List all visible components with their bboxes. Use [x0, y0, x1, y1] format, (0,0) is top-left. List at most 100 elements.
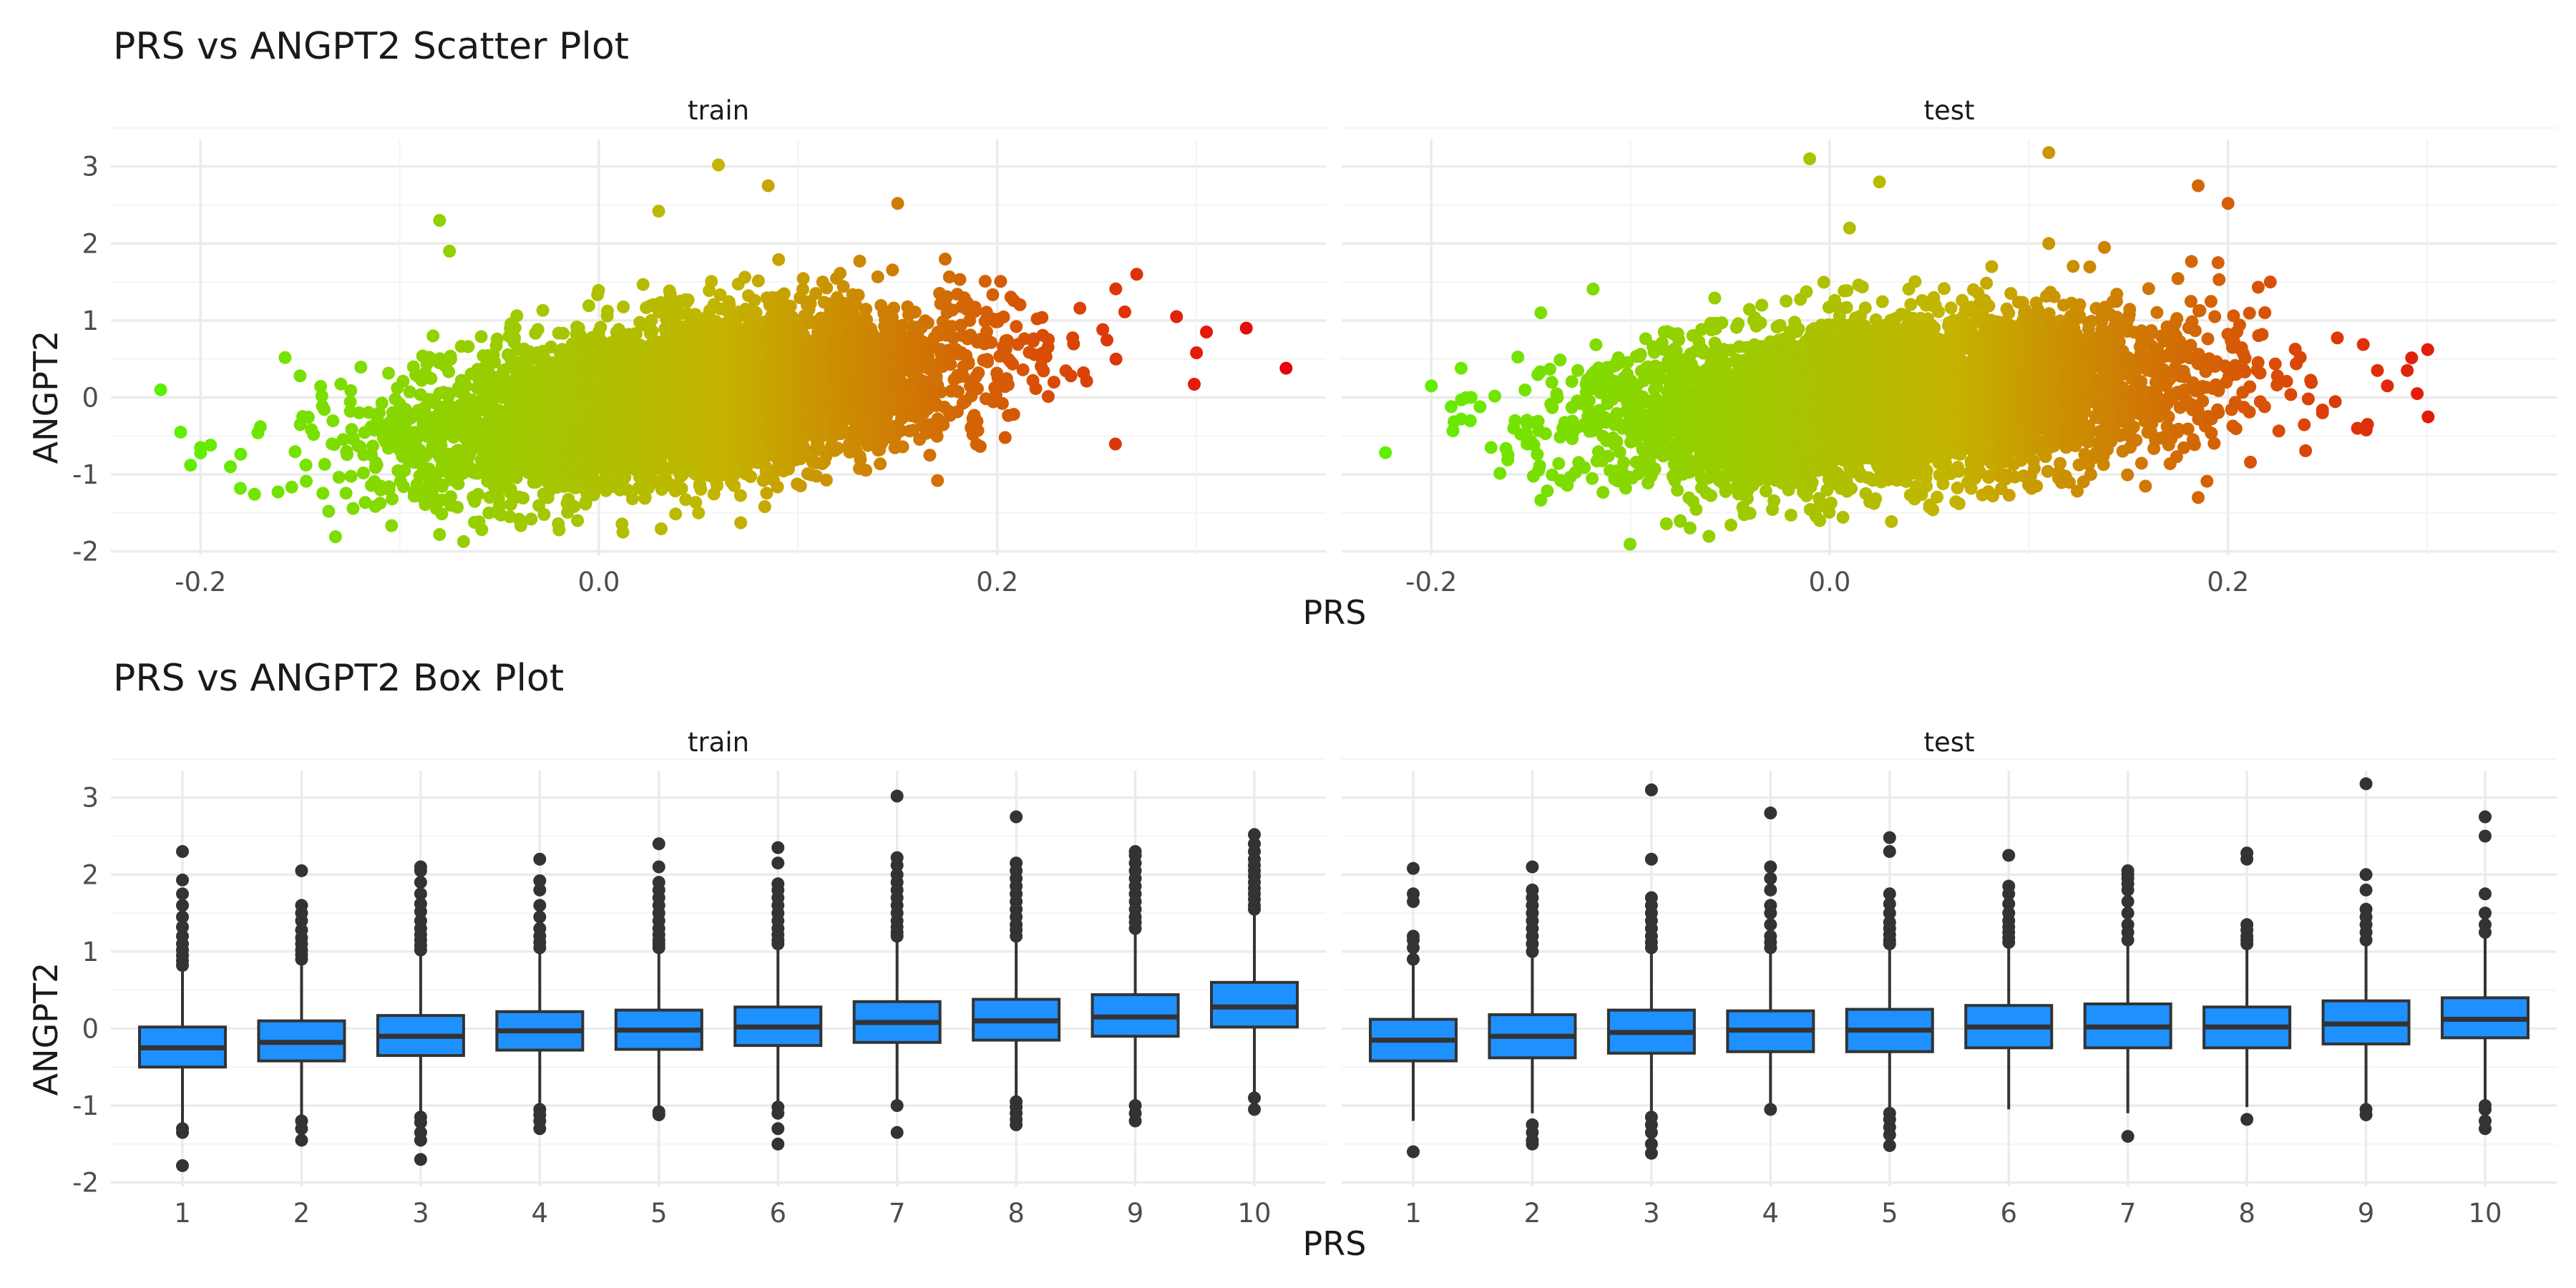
scatter-point — [681, 293, 695, 307]
scatter-point — [403, 385, 416, 399]
scatter-point — [482, 506, 496, 519]
scatter-point — [373, 406, 386, 419]
scatter-point — [734, 516, 748, 530]
scatter-point — [504, 482, 517, 496]
scatter-point — [316, 487, 330, 500]
scatter-point — [366, 439, 379, 453]
scatter-point — [382, 366, 395, 380]
scatter-point — [652, 205, 665, 218]
scatter-point — [712, 158, 725, 172]
scatter-point — [326, 414, 340, 428]
scatter-point — [334, 377, 348, 391]
scatter-point — [314, 380, 328, 393]
scatter-point — [353, 406, 366, 419]
scatter-point — [552, 523, 566, 537]
scatter-point — [452, 477, 465, 491]
scatter-point — [293, 369, 307, 383]
scatter-point — [669, 507, 683, 521]
scatter-point — [426, 329, 440, 343]
scatter-point — [886, 263, 899, 277]
scatter-point — [300, 474, 313, 488]
scatter-point — [751, 274, 765, 288]
scatter-point — [490, 332, 504, 346]
scatter-point — [488, 356, 502, 369]
scatter-point — [475, 523, 489, 537]
scatter-point — [386, 492, 399, 506]
scatter-point — [462, 340, 475, 353]
scatter-point — [457, 535, 470, 548]
scatter-point — [426, 481, 439, 494]
scatter-point — [887, 301, 901, 315]
scatter-point — [601, 304, 614, 318]
scatter-point — [336, 433, 350, 447]
scatter-point — [322, 504, 336, 518]
scatter-point — [343, 395, 357, 409]
scatter-point — [514, 519, 527, 532]
scatter-point — [442, 365, 456, 379]
scatter-point — [301, 411, 315, 424]
scatter-point — [433, 528, 447, 541]
scatter-point — [472, 487, 485, 501]
scatter-point — [705, 275, 718, 288]
scatter-point — [557, 326, 570, 340]
scatter-point — [354, 361, 368, 374]
scatter-point — [852, 288, 865, 302]
scatter-point — [853, 254, 867, 268]
scatter-point — [339, 487, 353, 500]
scatter-point — [358, 496, 372, 509]
scatter-point — [784, 300, 797, 313]
scatter-point — [545, 341, 558, 353]
scatter-point — [896, 440, 909, 454]
scatter-point — [370, 458, 384, 472]
scatter-point — [772, 253, 786, 266]
scatter-point — [537, 508, 551, 521]
scatter-point — [318, 403, 331, 416]
scatter-point — [874, 457, 887, 471]
scatter-point — [616, 525, 630, 539]
scatter-point — [285, 480, 298, 494]
scatter-panel-train-points — [154, 158, 1293, 548]
scatter-point — [525, 512, 538, 526]
scatter-point — [692, 506, 706, 519]
scatter-point — [744, 470, 758, 484]
scatter-point — [794, 479, 807, 493]
scatter-point — [423, 351, 436, 364]
scatter-point — [442, 386, 456, 400]
scatter-point — [154, 383, 167, 396]
scatter-point — [592, 283, 605, 297]
scatter-point — [362, 406, 376, 419]
scatter-point — [397, 480, 410, 493]
scatter-point — [288, 445, 302, 459]
scatter-point — [891, 197, 904, 210]
scatter-point — [510, 309, 524, 323]
scatter-point — [748, 293, 761, 307]
scatter-point — [174, 425, 187, 439]
scatter-point — [374, 497, 387, 510]
scatter-point — [760, 487, 774, 500]
scatter-point — [531, 323, 545, 336]
scatter-point — [459, 379, 473, 393]
scatter-point — [859, 464, 873, 477]
scatter-point — [625, 492, 639, 506]
scatter-point — [758, 500, 771, 513]
scatter-point — [184, 459, 197, 472]
scatter-point — [204, 439, 218, 452]
scatter-point — [508, 331, 522, 345]
scatter-point — [443, 245, 457, 258]
scatter-point — [385, 519, 399, 532]
scatter-point — [508, 321, 522, 335]
scatter-point — [451, 500, 464, 514]
scatter-point — [536, 303, 550, 317]
scatter-point — [307, 428, 321, 441]
scatter-point — [582, 299, 595, 313]
scatter-point — [328, 530, 342, 544]
scatter-point — [871, 270, 884, 283]
scatter-chart-title: PRS vs ANGPT2 Scatter Plot — [113, 25, 629, 68]
scatter-chart: PRS vs ANGPT2 Scatter Plot ANGPT2 PRS tr… — [26, 25, 2557, 632]
scatter-point — [315, 389, 328, 403]
scatter-point — [253, 420, 267, 434]
scatter-point — [820, 281, 834, 295]
